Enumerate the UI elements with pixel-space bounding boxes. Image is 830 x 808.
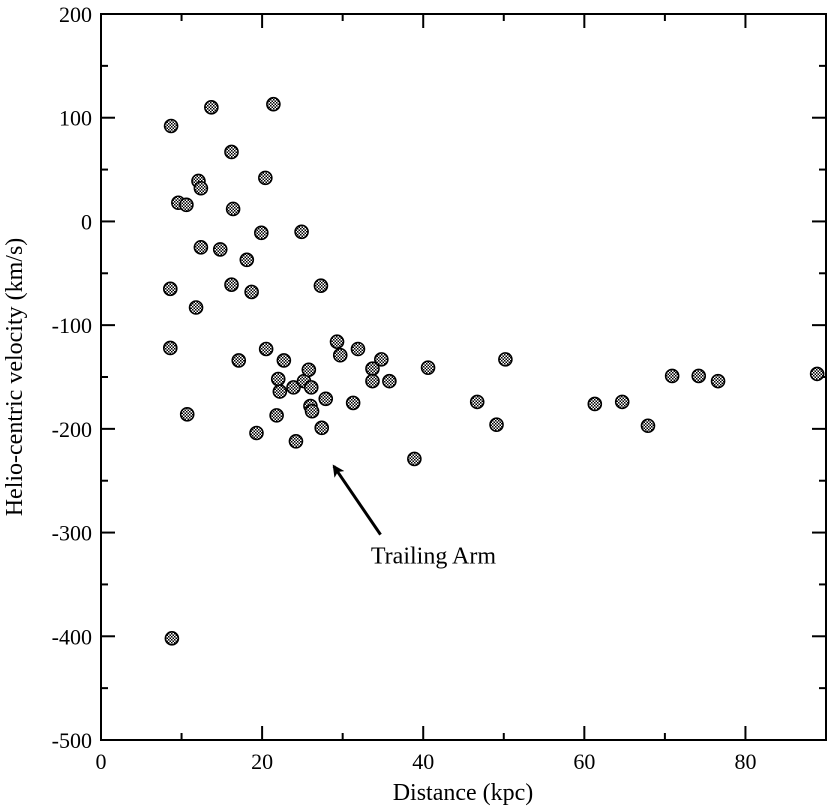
y-tick-label: 0 [81, 209, 92, 234]
annotation-arrow [332, 464, 382, 536]
data-point [469, 394, 485, 410]
data-point [239, 252, 255, 268]
x-tick-label: 20 [251, 749, 273, 774]
y-tick-label: -300 [52, 521, 92, 546]
y-tick-label: -100 [52, 313, 92, 338]
data-point [286, 380, 301, 395]
data-point [179, 407, 195, 422]
data-point [294, 224, 309, 240]
data-point [345, 395, 361, 411]
data-point [162, 340, 178, 356]
data-point [314, 420, 330, 436]
data-point [231, 353, 247, 368]
data-point [614, 394, 630, 410]
data-point [269, 408, 284, 423]
data-point [288, 434, 304, 449]
data-point [489, 417, 504, 433]
data-point [224, 144, 239, 160]
data-point [710, 373, 726, 389]
y-axis-title: Helio-centric velocity (km/s) [2, 238, 28, 517]
data-point [163, 118, 179, 134]
data-point [304, 403, 320, 419]
data-point [162, 281, 178, 297]
data-point [301, 362, 317, 378]
data-point [212, 242, 228, 257]
data-point [303, 380, 319, 395]
annotation-label: Trailing Arm [371, 544, 496, 570]
data-point [329, 334, 345, 350]
x-tick-label: 0 [96, 749, 107, 774]
data-point [272, 384, 288, 399]
data-point [204, 100, 219, 115]
data-points [162, 96, 825, 646]
data-point [244, 284, 259, 300]
y-tick-label: -200 [52, 417, 92, 442]
data-point [193, 180, 209, 196]
data-point [258, 341, 274, 357]
data-point [664, 368, 680, 384]
data-point [382, 373, 397, 389]
data-point [691, 368, 707, 384]
data-point [350, 341, 366, 357]
data-point [266, 96, 281, 112]
data-point [270, 371, 286, 387]
x-axis-title: Distance (kpc) [393, 780, 534, 806]
tick-labels: 0 20 40 60 80 -500 -400 -300 -200 -100 0 100 200 [52, 2, 757, 774]
data-point [225, 201, 241, 217]
data-point [365, 373, 380, 389]
data-point [587, 396, 603, 412]
annotations: Trailing Arm [332, 464, 496, 570]
data-point [407, 451, 422, 467]
data-point [188, 300, 204, 315]
ticks [100, 13, 827, 741]
data-point [276, 353, 292, 368]
y-tick-label: 200 [59, 2, 92, 27]
data-point [164, 631, 180, 646]
data-point [498, 352, 513, 367]
y-tick-label: -500 [52, 728, 92, 753]
data-point [332, 347, 348, 363]
data-point [224, 277, 239, 292]
data-point [193, 240, 209, 255]
data-point [179, 197, 194, 213]
x-tick-label: 40 [412, 749, 434, 774]
data-point [313, 278, 329, 294]
data-point [318, 391, 334, 407]
data-point [640, 418, 656, 434]
data-point [254, 225, 269, 241]
data-point [420, 360, 436, 375]
y-tick-label: -400 [52, 624, 92, 649]
data-point [374, 352, 389, 367]
x-tick-label: 80 [734, 749, 756, 774]
x-tick-label: 60 [573, 749, 595, 774]
data-point [258, 170, 273, 186]
data-point [809, 366, 825, 382]
y-tick-label: 100 [59, 106, 92, 131]
data-point [249, 425, 264, 441]
